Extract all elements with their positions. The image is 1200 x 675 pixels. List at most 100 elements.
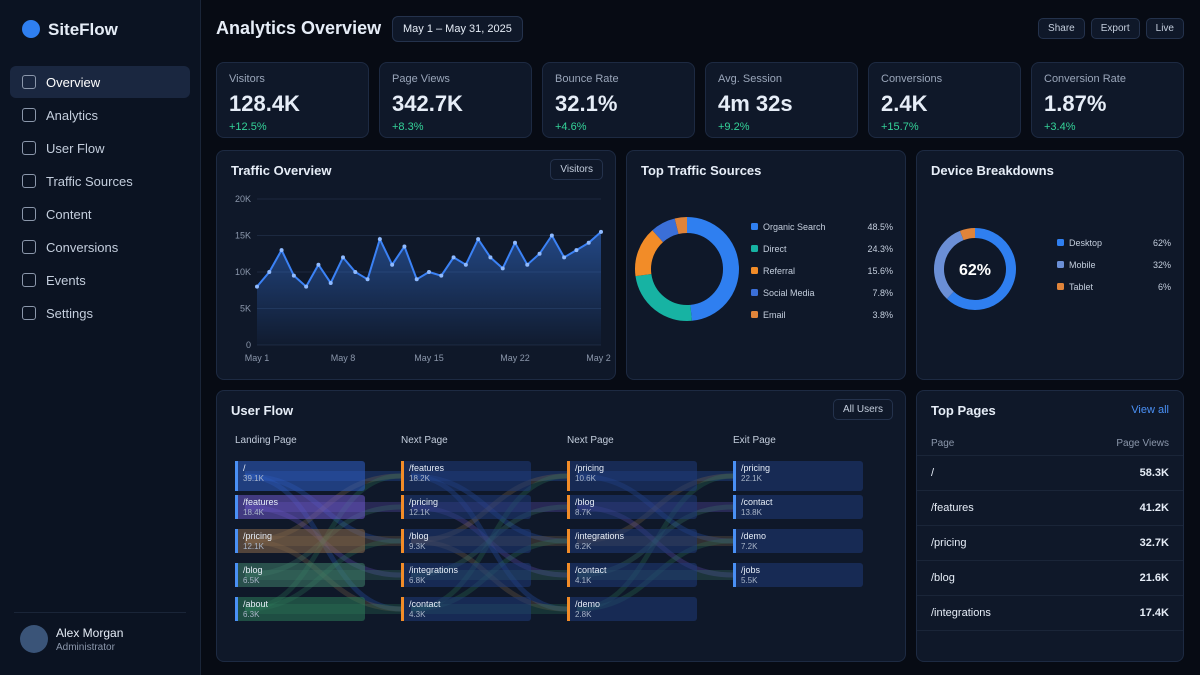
- legend-swatch: [751, 245, 758, 252]
- point: [537, 251, 542, 256]
- action-button[interactable]: Share: [1038, 18, 1085, 39]
- node-label: /contact: [409, 599, 441, 609]
- nav-item[interactable]: Events: [10, 264, 190, 296]
- point: [365, 277, 370, 282]
- nav-item[interactable]: User Flow: [10, 132, 190, 164]
- action-button[interactable]: Export: [1090, 18, 1140, 39]
- flow-node-bg: [235, 597, 365, 621]
- nav-item[interactable]: Content: [10, 198, 190, 230]
- kpi-label: Conversion Rate: [1044, 73, 1126, 85]
- page-title: Analytics Overview: [216, 18, 382, 38]
- kpi-value: 4m 32s: [718, 91, 793, 116]
- avatar: [20, 625, 48, 653]
- donut-segment: [686, 217, 739, 321]
- legend-label: Email: [763, 310, 786, 320]
- point: [267, 270, 272, 274]
- node-value: 4.1K: [575, 576, 592, 585]
- y-tick-label: 10K: [235, 267, 251, 277]
- line-chart: 0 5K 10K 15K 20K May 1 May 8 May 15 May 22 May 29: [235, 194, 611, 363]
- flow-node-bg: [567, 597, 697, 621]
- devices-card: Device Breakdowns Desktop 62% Mobile 32% Tab…: [916, 150, 1184, 380]
- kpi-value: 32.1%: [555, 91, 618, 116]
- donut-chart: Organic Search 48.5% Direct 24.3% Referral 15…: [635, 217, 893, 321]
- point: [353, 270, 358, 274]
- point: [513, 240, 517, 245]
- point: [476, 237, 481, 242]
- nav-icon: [22, 141, 36, 155]
- flow-node-bg: [235, 461, 365, 491]
- donut-center-label: 62%: [959, 262, 991, 279]
- table-cell: /blog: [931, 572, 955, 584]
- flow-node-bg: [567, 461, 697, 491]
- flow-node-bg: [733, 495, 863, 519]
- flow-node-bg: [567, 529, 697, 553]
- table-cell: 58.3K: [1139, 467, 1169, 479]
- nav-icon: [22, 75, 36, 89]
- legend-value: 32%: [1153, 260, 1171, 270]
- table-cell: 21.6K: [1139, 572, 1169, 584]
- kpi-value: 2.4K: [881, 91, 928, 116]
- point: [255, 284, 259, 289]
- column-title: Next Page: [567, 435, 614, 446]
- node-value: 18.2K: [409, 474, 431, 483]
- point: [402, 244, 407, 249]
- kpi-change: +12.5%: [229, 121, 267, 133]
- point: [599, 229, 603, 234]
- flow-node-bar: [235, 597, 238, 621]
- donut-segment: [635, 230, 664, 277]
- date-range[interactable]: May 1 – May 31, 2025: [392, 16, 523, 42]
- legend-label: Referral: [763, 266, 795, 276]
- donut-segment: [674, 217, 688, 235]
- view-all-link[interactable]: View all: [1131, 404, 1169, 416]
- node-label: /pricing: [409, 497, 438, 507]
- node-label: /pricing: [243, 531, 272, 541]
- nav-item[interactable]: Traffic Sources: [10, 165, 190, 197]
- flow-node-bar: [733, 495, 736, 519]
- legend-value: 3.8%: [872, 310, 893, 320]
- kpi-label: Visitors: [229, 73, 265, 85]
- point: [316, 262, 321, 267]
- kpi-card: Avg. Session 4m 32s +9.2%: [705, 62, 858, 138]
- nav-item[interactable]: Analytics: [10, 99, 190, 131]
- nav-item[interactable]: Settings: [10, 297, 190, 329]
- legend-swatch: [1057, 283, 1064, 290]
- donut-segment: [635, 273, 692, 321]
- nav-item[interactable]: Conversions: [10, 231, 190, 263]
- traffic-card: Traffic Overview Visitors 0 5K 10K 15K 20K Ma…: [216, 150, 616, 380]
- kpi-value: 128.4K: [229, 91, 300, 116]
- action-button[interactable]: Live: [1145, 18, 1184, 39]
- kpi-card: Visitors 128.4K +12.5%: [216, 62, 369, 138]
- nav-item[interactable]: Overview: [10, 66, 190, 98]
- node-label: /jobs: [741, 565, 761, 575]
- kpi-change: +9.2%: [718, 121, 750, 133]
- node-value: 9.3K: [409, 542, 426, 551]
- card-title: User Flow: [231, 403, 294, 418]
- card-title: Top Pages: [931, 403, 996, 418]
- point: [291, 273, 296, 278]
- point: [341, 255, 345, 260]
- kpi-card: Bounce Rate 32.1% +4.6%: [542, 62, 695, 138]
- sidebar: SiteFlow Overview Analytics User Flow Traff…: [0, 0, 201, 675]
- kpi-label: Conversions: [881, 73, 943, 85]
- node-label: /integrations: [409, 565, 459, 575]
- node-label: /demo: [575, 599, 600, 609]
- column-header: Page Views: [1116, 437, 1169, 449]
- node-value: 8.7K: [575, 508, 592, 517]
- node-label: /integrations: [575, 531, 625, 541]
- flow-node-bg: [401, 461, 531, 491]
- user-box[interactable]: Alex Morgan Administrator: [14, 612, 186, 657]
- metric-select[interactable]: Visitors: [550, 159, 603, 180]
- filter-select[interactable]: All Users: [832, 399, 893, 420]
- area: [257, 231, 601, 345]
- flow-node-bg: [235, 563, 365, 587]
- flow-node-bg: [401, 563, 531, 587]
- nav: Overview Analytics User Flow Traffic Source…: [0, 66, 200, 330]
- brand-name: SiteFlow: [48, 20, 118, 39]
- point: [390, 262, 395, 267]
- table-cell: /integrations: [931, 607, 991, 619]
- node-value: 12.1K: [409, 508, 431, 517]
- point: [427, 270, 431, 274]
- table-cell: /features: [931, 502, 974, 514]
- flow-node-bar: [235, 529, 238, 553]
- kpi-card: Conversions 2.4K +15.7%: [868, 62, 1021, 138]
